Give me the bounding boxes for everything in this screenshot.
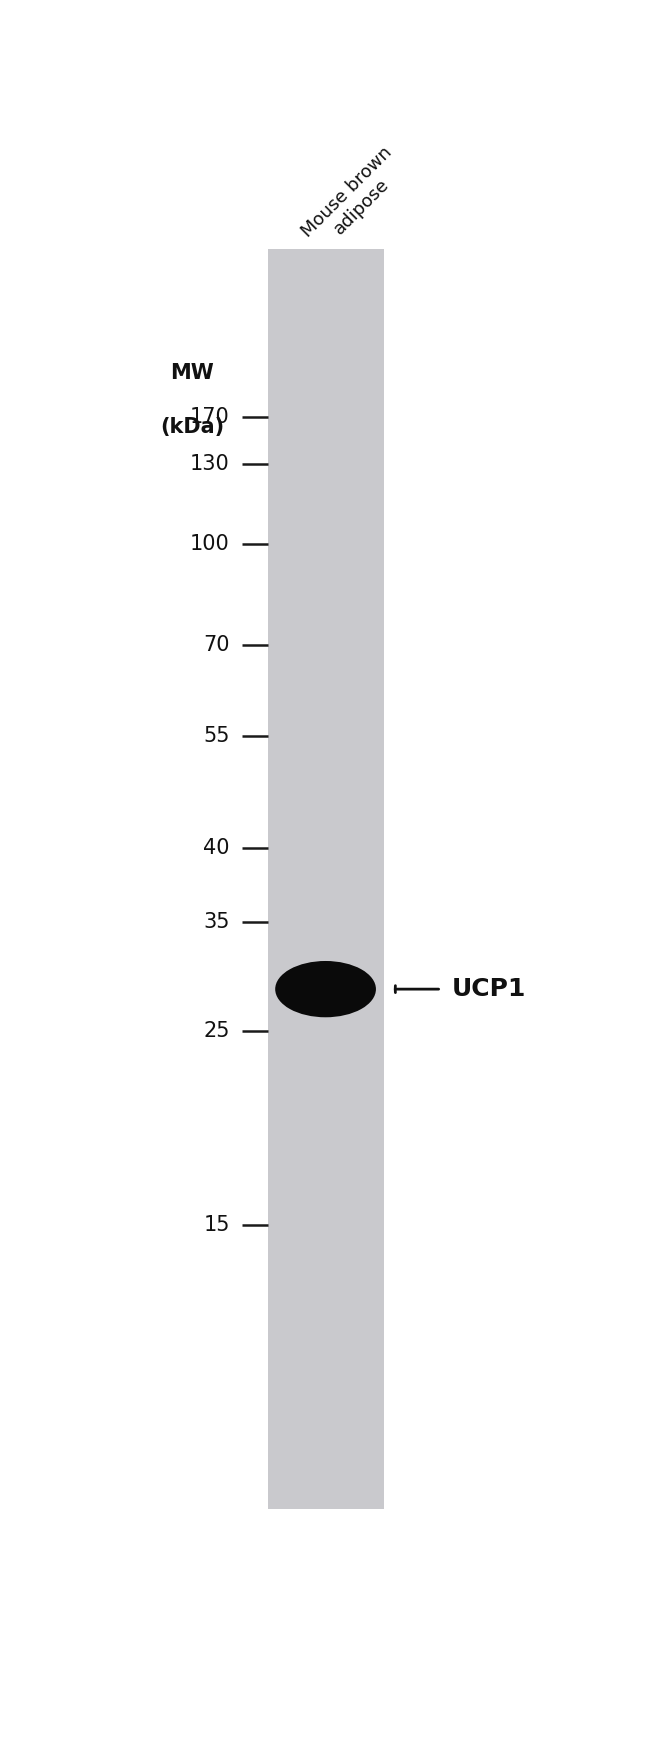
Text: Mouse brown
adipose: Mouse brown adipose xyxy=(298,145,410,256)
Text: MW: MW xyxy=(170,364,214,383)
Bar xyxy=(268,249,384,1509)
Text: 170: 170 xyxy=(190,407,230,427)
Text: 70: 70 xyxy=(203,635,230,655)
Text: 100: 100 xyxy=(190,534,230,554)
Text: UCP1: UCP1 xyxy=(452,977,526,1001)
Text: 25: 25 xyxy=(203,1020,230,1041)
Ellipse shape xyxy=(275,961,376,1017)
Text: 15: 15 xyxy=(203,1215,230,1234)
Text: (kDa): (kDa) xyxy=(160,416,224,437)
Text: 35: 35 xyxy=(203,912,230,931)
Text: 40: 40 xyxy=(203,839,230,858)
Text: 55: 55 xyxy=(203,726,230,745)
Text: 130: 130 xyxy=(190,454,230,474)
